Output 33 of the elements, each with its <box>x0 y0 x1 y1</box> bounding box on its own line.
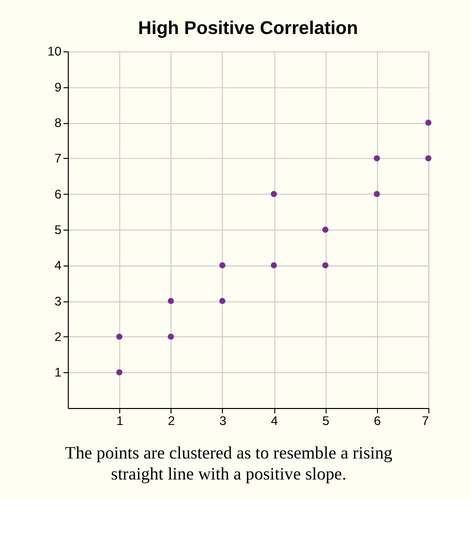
x-tick-label: 4 <box>270 414 278 428</box>
point <box>322 262 328 268</box>
point <box>168 298 174 304</box>
x-tick-label: 7 <box>422 414 429 428</box>
point <box>425 155 432 162</box>
point <box>168 334 174 340</box>
text: The points are clustered as to resemble a rising straight line with a positive slope. <box>65 442 393 484</box>
y-tick-label: 8 <box>54 116 62 130</box>
x-tick-label: 6 <box>374 414 381 428</box>
y-tick-label: 4 <box>54 258 62 273</box>
point <box>374 155 380 162</box>
y-tick-label: 2 <box>54 330 62 344</box>
x-tick-label: 5 <box>322 414 330 428</box>
y-tick-label: 7 <box>54 152 62 166</box>
point <box>425 120 432 126</box>
x-tick-label: 3 <box>219 414 226 428</box>
y-tick-label: 5 <box>54 223 62 238</box>
point <box>219 262 226 268</box>
point <box>270 262 277 268</box>
point <box>374 190 380 198</box>
point <box>270 190 277 198</box>
x-tick-label: 2 <box>168 414 175 428</box>
point <box>116 369 122 376</box>
y-tick-label: 3 <box>54 294 62 308</box>
point <box>116 334 122 340</box>
point <box>322 226 328 233</box>
y-tick-label: 10 <box>48 44 62 59</box>
x-tick-label: 1 <box>116 414 124 428</box>
y-tick-label: 6 <box>54 187 62 202</box>
y-tick-label: 1 <box>54 366 62 380</box>
chart-title: High Positive Correlation <box>138 16 358 38</box>
point <box>219 298 226 304</box>
y-tick-label: 9 <box>54 80 62 94</box>
